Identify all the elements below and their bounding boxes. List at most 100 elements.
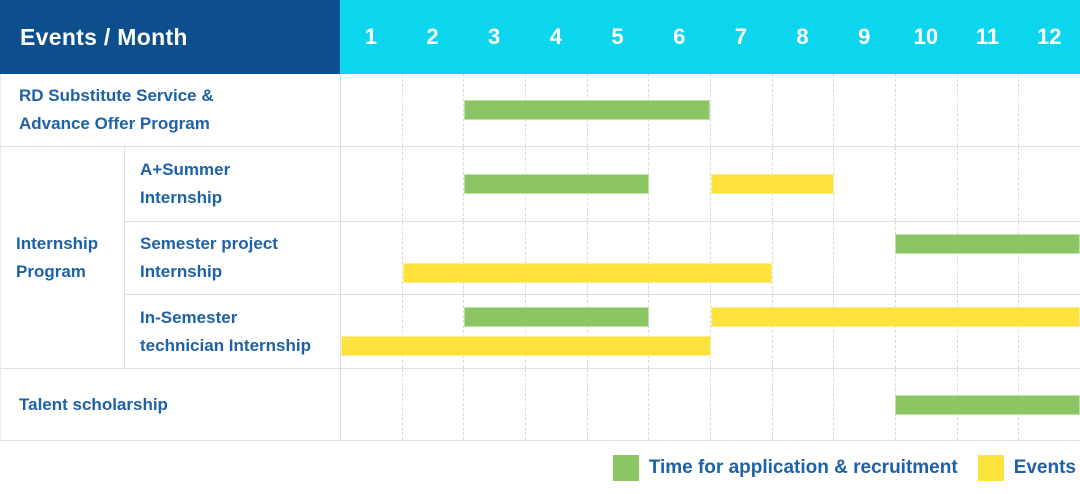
- month-label-5: 5: [611, 24, 624, 49]
- month-grid-cell: [463, 74, 525, 146]
- month-label-11: 11: [975, 24, 1000, 49]
- month-grid-cell: [771, 369, 834, 440]
- gantt-bar-events: [710, 174, 834, 194]
- group-label-line: Program: [16, 261, 86, 281]
- month-grid-cell: [833, 147, 895, 221]
- gantt-area-rd: [341, 74, 1080, 146]
- month-label-4: 4: [549, 24, 562, 49]
- month-grid-cell: [895, 147, 957, 221]
- month-label-7: 7: [734, 24, 747, 49]
- row-label-rd-substitute: RD Substitute Service & Advance Offer Pr…: [1, 74, 341, 146]
- row-label-line: Talent scholarship: [19, 394, 168, 414]
- month-grid-cell: [1018, 222, 1080, 294]
- month-grid-cell: [586, 369, 649, 440]
- gantt-bar-application-recruitment: [464, 174, 649, 194]
- bar-line: [341, 307, 1080, 327]
- month-grid-cell: [463, 369, 525, 440]
- gantt-bar-events: [710, 307, 1080, 327]
- month-grid-cell: [463, 147, 525, 221]
- month-label-10: 10: [913, 24, 939, 49]
- row-label-line: technician Internship: [140, 335, 311, 355]
- group-label-line: Internship: [16, 233, 99, 253]
- legend-item-events: Events: [977, 455, 1076, 481]
- row-label-line: Internship: [140, 262, 223, 281]
- bar-lines: [341, 295, 1080, 368]
- month-grid-cell: [895, 222, 957, 294]
- month-grid-cell: [956, 222, 1019, 294]
- month-grid-cell: [771, 222, 834, 294]
- month-grid-cell: [833, 74, 895, 146]
- month-grid-cell: [463, 222, 525, 294]
- internship-subrows: A+Summer Internship Semester project Int…: [125, 147, 1080, 368]
- month-label-6: 6: [673, 24, 686, 49]
- row-label-line: Semester project: [140, 234, 278, 253]
- legend-label-events: Events: [1013, 457, 1076, 478]
- row-a-plus-summer-internship: A+Summer Internship: [125, 147, 1080, 222]
- row-label-a-plus-summer: A+Summer Internship: [125, 147, 341, 221]
- month-grid-cell: [710, 222, 772, 294]
- month-grid-cell: [895, 295, 957, 368]
- bar-line: [341, 233, 1080, 254]
- month-grid-cell: [586, 222, 649, 294]
- month-grid-cell: [525, 295, 587, 368]
- bar-line: [341, 262, 1080, 283]
- bar-line: [341, 336, 1080, 356]
- gantt-bar-application-recruitment: [464, 307, 649, 327]
- row-label-line: Internship: [140, 188, 223, 207]
- month-gridlines: [341, 222, 1080, 294]
- bar-lines: [341, 222, 1080, 294]
- group-label-internship-program: Internship Program: [1, 147, 125, 368]
- month-grid-cell: [525, 222, 587, 294]
- month-grid-cell: [956, 147, 1019, 221]
- gantt-bar-events: [341, 336, 711, 356]
- header-title: Events / Month: [20, 23, 188, 50]
- row-label-line: A+Summer: [140, 160, 231, 179]
- bar-lines: [341, 147, 1080, 221]
- month-grid-cell: [710, 74, 772, 146]
- row-label-line: RD Substitute Service &: [19, 86, 214, 105]
- gantt-bar-application-recruitment: [895, 394, 1080, 415]
- month-grid-cell: [710, 295, 772, 368]
- gantt-area-in-semester-technician: [341, 295, 1080, 368]
- month-header-row: 1 2 3 4 5 6 7 8 9 10 11 12: [340, 0, 1080, 74]
- row-label-in-semester-technician: In-Semester technician Internship: [125, 295, 341, 368]
- month-grid-cell: [771, 74, 834, 146]
- bar-lines: [341, 369, 1080, 440]
- month-grid-cell: [401, 295, 464, 368]
- gantt-area-semester-project: [341, 222, 1080, 294]
- month-label-3: 3: [488, 24, 501, 49]
- month-grid-cell: [1018, 295, 1080, 368]
- bar-line: [341, 100, 1080, 120]
- month-grid-cell: [648, 295, 710, 368]
- month-label-1: 1: [364, 24, 377, 49]
- legend: Time for application & recruitment Event…: [0, 441, 1080, 494]
- month-grid-cell: [525, 369, 587, 440]
- month-grid-cell: [401, 74, 464, 146]
- row-in-semester-technician-internship: In-Semester technician Internship: [125, 295, 1080, 368]
- month-grid-cell: [833, 295, 895, 368]
- gantt-bar-events: [402, 262, 773, 283]
- row-rd-substitute-service: RD Substitute Service & Advance Offer Pr…: [1, 74, 1080, 147]
- month-grid-cell: [956, 295, 1019, 368]
- legend-item-application-recruitment: Time for application & recruitment: [612, 455, 958, 481]
- month-grid-cell: [710, 369, 772, 440]
- bar-line: [341, 394, 1080, 415]
- month-grid-cell: [586, 295, 649, 368]
- month-grid-cell: [648, 369, 710, 440]
- bar-line: [341, 174, 1080, 194]
- table-header: Events / Month 1 2 3 4 5 6 7 8 9 10 11 12: [0, 0, 1080, 74]
- row-label-line: In-Semester: [140, 307, 238, 327]
- row-label-semester-project: Semester project Internship: [125, 222, 341, 294]
- month-grid-cell: [771, 295, 834, 368]
- gantt-area-a-plus-summer: [341, 147, 1080, 221]
- row-label-line: Advance Offer Program: [19, 114, 210, 133]
- month-grid-cell: [956, 74, 1019, 146]
- month-gridlines: [341, 295, 1080, 368]
- month-label-8: 8: [796, 24, 809, 49]
- month-grid-cell: [1018, 74, 1080, 146]
- gantt-bar-application-recruitment: [895, 233, 1080, 254]
- month-grid-cell: [833, 222, 895, 294]
- row-semester-project-internship: Semester project Internship: [125, 222, 1080, 295]
- header-events-month-cell: Events / Month: [0, 0, 340, 74]
- month-label-9: 9: [858, 24, 871, 49]
